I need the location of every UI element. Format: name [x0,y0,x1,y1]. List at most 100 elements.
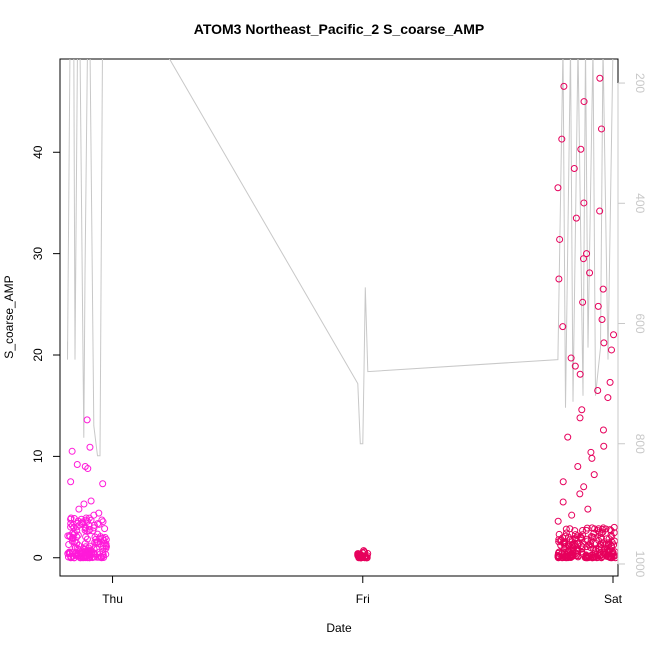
data-point [557,541,565,549]
data-point [73,460,81,468]
secondary-layer [67,59,614,457]
data-point [609,552,617,560]
data-point [555,548,563,556]
data-point [84,465,92,473]
data-point [99,480,107,488]
data-point [565,542,573,550]
secondary-tick-label: 800 [633,434,647,454]
data-point [595,525,603,533]
data-point [560,82,568,90]
data-point [73,544,81,552]
data-point [94,520,102,528]
data-point [604,394,612,402]
data-point [555,552,563,560]
data-point [577,145,585,153]
data-point [69,535,77,543]
data-point [580,483,588,491]
data-point [87,516,95,524]
data-point [567,553,575,561]
data-point [89,527,97,535]
data-point [574,540,582,548]
data-point [85,514,93,522]
data-point [576,414,584,422]
data-point [569,543,577,551]
y-tick-label: 10 [31,449,45,463]
data-point [87,497,95,505]
data-point [83,416,91,424]
data-point [606,554,614,562]
secondary-tick-label: 1000 [633,551,647,578]
data-point [599,285,607,293]
data-point [588,524,596,532]
data-point [86,443,94,451]
data-point [568,511,576,519]
data-point [73,552,81,560]
y-tick-label: 0 [31,554,45,561]
data-point [68,549,76,557]
data-point [559,478,567,486]
data-point [574,463,582,471]
data-point [96,548,104,556]
data-point [68,447,76,455]
data-point [571,362,579,370]
data-point [574,532,582,540]
data-point [96,540,104,548]
data-point [596,74,604,82]
data-point [567,354,575,362]
data-point [559,498,567,506]
data-point [559,323,567,331]
data-point [558,135,566,143]
data-point [584,505,592,513]
y-axis-label: S_coarse_AMP [2,275,16,358]
data-point [82,524,90,532]
x-axis-label: Date [326,621,352,635]
data-point [566,525,574,533]
y-tick-label: 30 [31,247,45,261]
data-point [82,533,90,541]
data-point [591,553,599,561]
data-point [578,406,586,414]
data-point [583,554,591,562]
data-point [575,539,583,547]
data-point [67,514,75,522]
data-point [596,207,604,215]
data-point [600,442,608,450]
secondary-tick-label: 200 [633,73,647,93]
data-point [83,535,91,543]
data-point [576,370,584,378]
data-point [554,184,562,192]
x-tick-label: Thu [102,592,123,606]
data-point [587,448,595,456]
data-point [571,527,579,535]
data-point [605,535,613,543]
data-point [99,550,107,558]
data-point [602,525,610,533]
data-point [356,550,364,558]
y-tick-label: 40 [31,145,45,159]
data-point [73,539,81,547]
y-tick-label: 20 [31,348,45,362]
data-point [83,551,91,559]
data-point [578,531,586,539]
data-point [599,426,607,434]
data-point [572,214,580,222]
data-point [596,529,604,537]
data-point [65,549,73,557]
data-point [80,500,88,508]
data-point [573,547,581,555]
data-point [562,525,570,533]
data-point [578,548,586,556]
data-point [97,533,105,541]
data-point [598,125,606,133]
data-point [585,541,593,549]
data-point [594,302,602,310]
data-point [65,541,73,549]
data-point [588,454,596,462]
data-point [594,386,602,394]
data-point [583,250,591,258]
data-point [592,547,600,555]
data-point [66,550,74,558]
axes-layer: 0 10 20 30 40 Thu Fri Sat 200 400 600 800 1000 [31,73,647,606]
secondary-tick-label: 400 [633,193,647,213]
